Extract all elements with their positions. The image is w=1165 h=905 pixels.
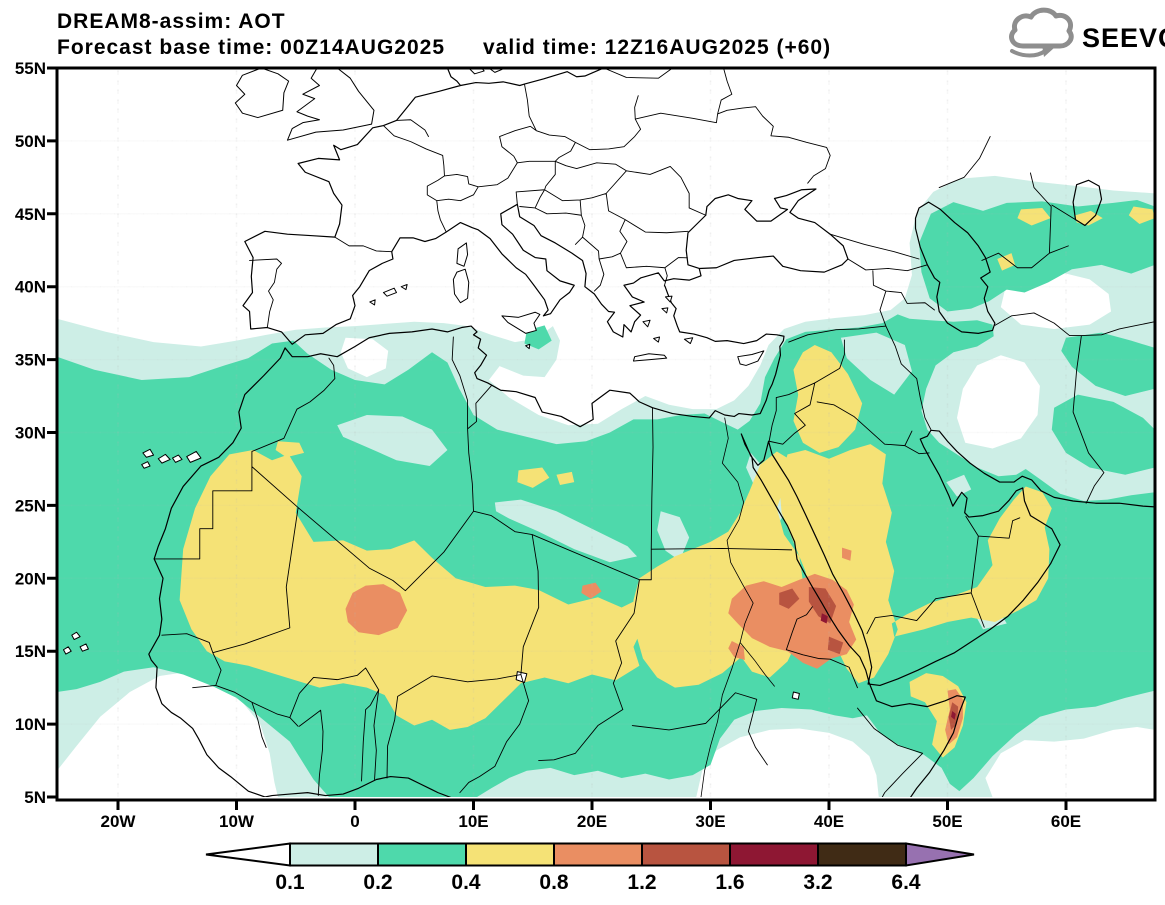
- islands: [63, 68, 799, 699]
- lon-tick-label: 50E: [932, 812, 962, 831]
- lat-tick-label: 40N: [15, 278, 46, 297]
- lat-tick-label: 30N: [15, 424, 46, 443]
- lat-tick-label: 10N: [15, 715, 46, 734]
- legend-block: [377, 842, 467, 867]
- legend-block: [289, 842, 379, 867]
- clear-region: [56, 272, 1155, 798]
- legend-block: [553, 842, 643, 867]
- legend-block: [729, 842, 819, 867]
- legend-above-arrow: [905, 842, 975, 867]
- contour-region: [345, 547, 963, 745]
- map-plot-area: [56, 68, 1155, 798]
- legend-label: 1.6: [715, 871, 744, 894]
- forecast-base-time: Forecast base time: 00Z14AUG2025: [57, 36, 445, 59]
- lon-tick-label: 40E: [814, 812, 844, 831]
- legend-label: 0.2: [363, 871, 392, 894]
- lat-tick-label: 50N: [15, 132, 46, 151]
- bottom-axis-ticks: [116, 800, 1068, 810]
- lon-tick-label: 20W: [101, 812, 137, 831]
- logo-text: SEEVCCC: [1082, 23, 1165, 53]
- left-axis-ticks: [47, 66, 57, 799]
- lat-tick-label: 25N: [15, 496, 46, 515]
- lat-tick-label: 55N: [15, 59, 46, 78]
- legend-label: 0.4: [451, 871, 481, 894]
- lat-tick-label: 20N: [15, 569, 46, 588]
- lat-tick-label: 5N: [24, 788, 46, 807]
- legend-label: 3.2: [803, 871, 832, 894]
- lon-tick-label: 30E: [695, 812, 725, 831]
- country-borders: [154, 68, 1155, 797]
- axes: 55N 50N 45N 40N 35N 30N 25N 20N 15N 10N …: [15, 59, 1157, 831]
- legend-label: 1.2: [627, 871, 656, 894]
- arrow-icon: [1042, 45, 1054, 57]
- lon-tick-label: 0: [350, 812, 359, 831]
- lon-tick-label: 10E: [458, 812, 488, 831]
- lat-tick-label: 15N: [15, 642, 46, 661]
- legend-block: [465, 842, 555, 867]
- legend-block: [817, 842, 907, 867]
- legend-label: 0.8: [539, 871, 569, 894]
- lat-tick-label: 45N: [15, 205, 46, 224]
- legend-label: 6.4: [891, 871, 921, 894]
- lat-tick-label: 35N: [15, 351, 46, 370]
- contour-aot-0-8: [345, 547, 963, 745]
- lon-tick-label: 60E: [1051, 812, 1081, 831]
- legend-block: [641, 842, 731, 867]
- nile-river: [701, 418, 774, 797]
- legend-label: 0.1: [275, 871, 305, 894]
- lon-tick-label: 10W: [219, 812, 255, 831]
- cloud-swoosh-icon: [1010, 49, 1047, 58]
- seevccc-logo: SEEVCCC: [1009, 7, 1165, 58]
- cloud-icon: [1009, 7, 1074, 49]
- valid-time: valid time: 12Z16AUG2025 (+60): [483, 36, 831, 59]
- clear-air-regions: [56, 272, 1155, 798]
- page-title: DREAM8-assim: AOT: [57, 10, 286, 33]
- color-legend: 0.1 0.2 0.4 0.8 1.2 1.6 3.2 6.4: [205, 842, 975, 894]
- europe-coastline: [243, 68, 848, 344]
- lon-tick-label: 20E: [577, 812, 607, 831]
